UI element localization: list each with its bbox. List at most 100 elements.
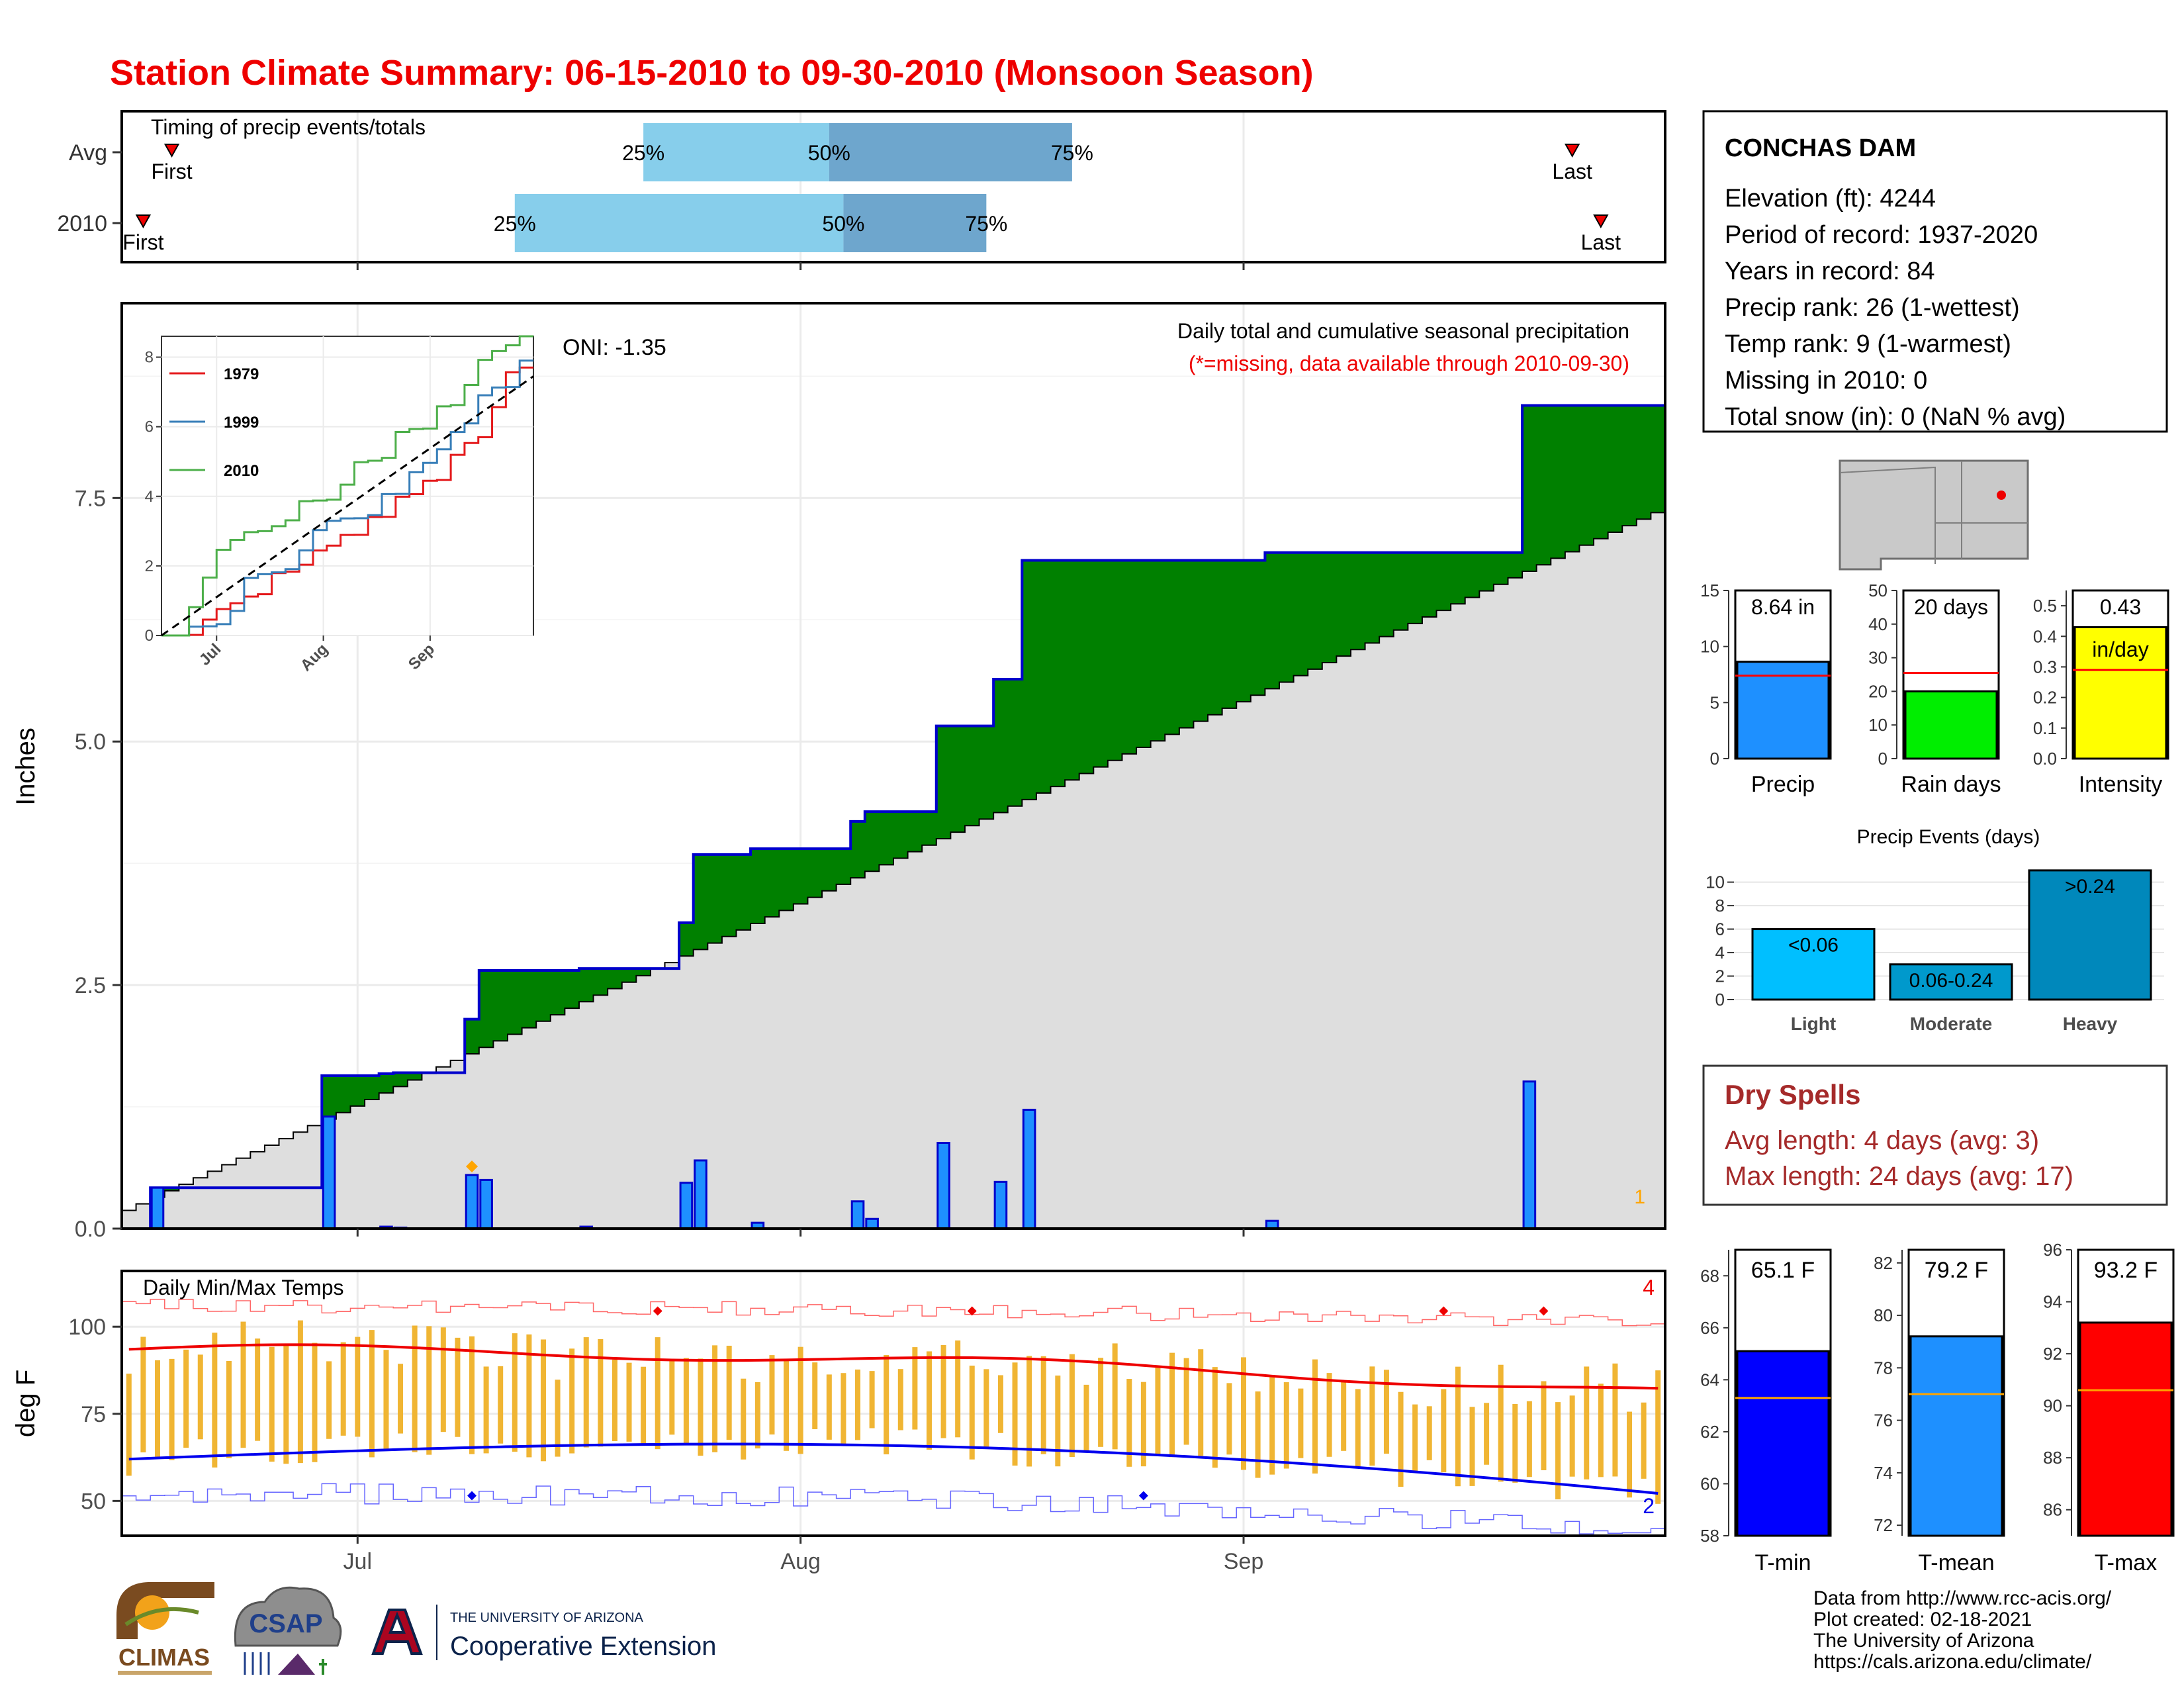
- daily-temp-bar: [826, 1374, 832, 1440]
- dry-spells-avg: Avg length: 4 days (avg: 3): [1725, 1126, 2039, 1155]
- climas-logo-text: CLIMAS: [118, 1644, 210, 1671]
- csap-logo-cloud: [234, 1586, 342, 1647]
- precip-panel: 0.0 2.5 5.0 7.5 Inches Daily total and cumula…: [11, 302, 1666, 1242]
- inset-line-1979: [161, 366, 533, 637]
- daily-precip-bar: [679, 1182, 694, 1230]
- timing-label-first: First: [122, 230, 163, 254]
- temp-summary-y-tick-label: 88: [2043, 1448, 2062, 1468]
- timing-label-50: 50%: [808, 141, 850, 165]
- daily-temp-bar: [612, 1359, 617, 1442]
- daily-temp-bar: [1512, 1404, 1518, 1483]
- daily-temp-bar: [1484, 1403, 1490, 1465]
- daily-temp-bar: [240, 1321, 246, 1448]
- timing-label-last: Last: [1581, 230, 1621, 254]
- daily-precip-bar: [1022, 1108, 1036, 1230]
- precip-legend-note: (*=missing, data available through 2010-…: [1189, 352, 1629, 375]
- summary-y-tick-label: 15: [1700, 581, 1719, 600]
- daily-temp-bar: [1312, 1359, 1318, 1474]
- station-info-line: Total snow (in): 0 (NaN % avg): [1725, 403, 2066, 431]
- record-low-marker: [1138, 1491, 1148, 1501]
- daily-temp-bar: [1541, 1381, 1547, 1471]
- timing-label-25: 25%: [494, 212, 536, 236]
- daily-temp-bar: [784, 1359, 790, 1451]
- temp-summary-y-tick-label: 74: [1874, 1463, 1893, 1483]
- temp-summary-value-label: 79.2 F: [1925, 1258, 1988, 1283]
- daily-temp-bar: [1383, 1370, 1389, 1454]
- daily-temp-bar: [1241, 1357, 1247, 1470]
- precip-timing-panel: Timing of precip events/totals Avg 25% 50% 7…: [57, 110, 1666, 270]
- daily-precip-bar: [1522, 1080, 1537, 1230]
- daily-temp-bar: [398, 1364, 404, 1434]
- footer-line: Plot created: 02-18-2021: [1813, 1609, 2032, 1630]
- summary-y-tick-label: 5: [1710, 692, 1719, 712]
- summary-bar: [2073, 626, 2167, 760]
- daily-temp-bar: [912, 1347, 918, 1430]
- csap-logo-rain: [244, 1652, 270, 1675]
- daily-temp-bar: [526, 1334, 532, 1458]
- summary-bar: [1904, 690, 1998, 760]
- daily-temp-bar: [1226, 1383, 1232, 1455]
- daily-temp-bar: [1098, 1358, 1104, 1447]
- station-info-line: Missing in 2010: 0: [1725, 367, 1927, 395]
- daily-temp-bar: [1555, 1402, 1561, 1500]
- daily-temp-bar: [741, 1378, 747, 1460]
- temperature-panel: Daily Min/Max Temps 4 2 50 75 100 Jul Aug Sep deg…: [11, 1270, 1666, 1574]
- daily-temp-bar: [1369, 1366, 1375, 1466]
- daily-temp-bar: [754, 1382, 760, 1449]
- footer-credits: Data from http://www.rcc-acis.org/Plot c…: [1813, 1587, 2112, 1673]
- daily-temp-bar: [626, 1362, 632, 1442]
- daily-temp-bar: [1255, 1391, 1261, 1478]
- summary-value-label: 8.64 in: [1751, 595, 1815, 619]
- state-locator-map: [1839, 459, 2029, 571]
- daily-temp-bar: [683, 1358, 689, 1446]
- events-y-tick-label: 4: [1715, 943, 1725, 962]
- dry-spells-title: Dry Spells: [1725, 1079, 1860, 1110]
- record-high-marker: [1539, 1306, 1549, 1316]
- temp-summary-y-tick-label: 68: [1700, 1266, 1719, 1286]
- daily-temp-bar: [1441, 1389, 1447, 1473]
- daily-temp-bar: [169, 1358, 175, 1460]
- daily-temp-bar: [426, 1326, 432, 1455]
- inset-y-tick-label: 6: [145, 418, 154, 436]
- timing-label-75: 75%: [965, 212, 1007, 236]
- temp-summary-y-tick-label: 64: [1700, 1370, 1719, 1389]
- daily-precip-bar: [850, 1200, 865, 1230]
- daily-temp-bar: [1026, 1356, 1032, 1467]
- daily-temp-bar: [983, 1369, 989, 1447]
- events-bar: [1889, 963, 2013, 1001]
- temp-summary-bar: [1736, 1350, 1830, 1537]
- precip-record-marker: [466, 1160, 478, 1173]
- summary-y-tick-label: 30: [1868, 648, 1888, 668]
- daily-temp-bar: [1283, 1382, 1289, 1469]
- daily-temp-bar: [1040, 1356, 1046, 1454]
- temp-summary-y-tick-label: 66: [1700, 1318, 1719, 1338]
- timing-row-label: Avg: [69, 140, 107, 165]
- summary-y-tick-label: 10: [1868, 715, 1888, 735]
- daily-temp-bar: [1412, 1404, 1418, 1473]
- daily-precip-bar: [150, 1186, 165, 1230]
- station-info-line: Years in record: 84: [1725, 258, 1935, 285]
- events-bar-label: 0.06-0.24: [1909, 970, 1993, 992]
- temp-summary-y-tick-label: 92: [2043, 1344, 2062, 1364]
- station-info-line: Precip rank: 26 (1-wettest): [1725, 294, 2020, 322]
- temp-summary-bar: [1909, 1335, 2003, 1537]
- station-info-line: Temp rank: 9 (1-warmest): [1725, 330, 2011, 358]
- timing-marker-first: [135, 214, 152, 229]
- daily-temp-bar: [797, 1346, 803, 1454]
- timing-bar-25-50: [514, 194, 844, 252]
- precip-frame: [120, 302, 1666, 1230]
- daily-temp-bar: [440, 1327, 446, 1432]
- y-axis-label: deg F: [11, 1370, 40, 1437]
- daily-temp-bar: [1641, 1402, 1647, 1479]
- daily-temp-bar: [897, 1369, 903, 1430]
- temp-summary-y-tick-label: 58: [1700, 1526, 1719, 1546]
- avg-tmin-line: [128, 1442, 1659, 1495]
- inset-y-tick-label: 2: [145, 557, 154, 575]
- inset-legend-label: 1999: [224, 414, 259, 432]
- daily-temp-bar: [569, 1348, 575, 1454]
- temp-summary-y-tick-label: 76: [1874, 1411, 1893, 1430]
- daily-temp-bar: [455, 1337, 461, 1437]
- daily-temp-bar: [869, 1371, 875, 1429]
- y-tick-label: 2.5: [75, 973, 106, 998]
